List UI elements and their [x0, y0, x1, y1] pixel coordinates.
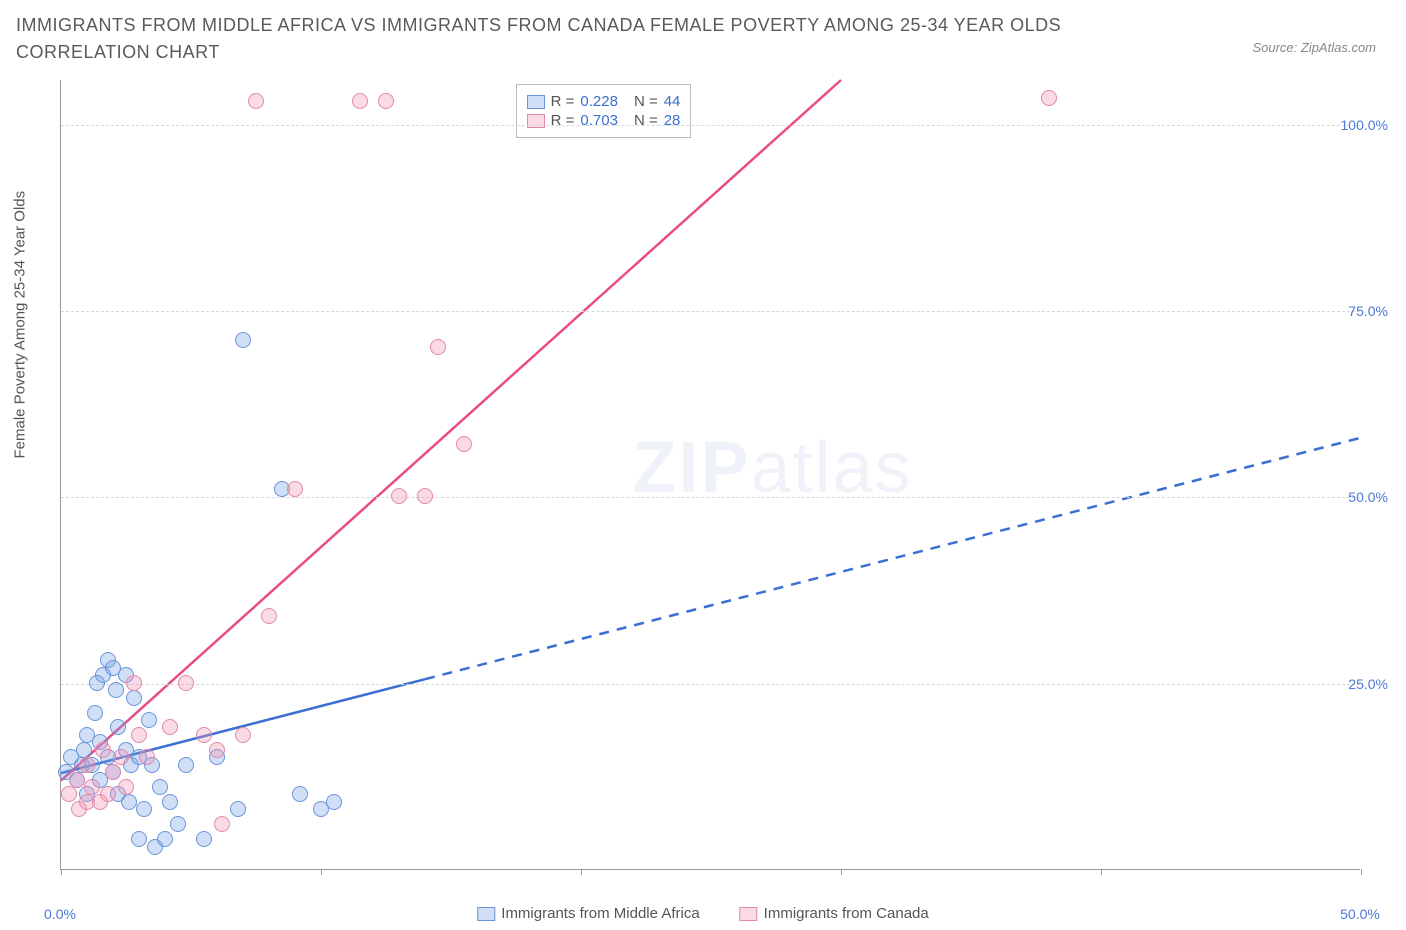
scatter-point	[108, 682, 124, 698]
x-tick	[1361, 869, 1362, 875]
legend-stats-box: R = 0.228 N = 44 R = 0.703 N = 28	[516, 84, 692, 138]
scatter-point	[196, 831, 212, 847]
scatter-point	[326, 794, 342, 810]
scatter-point	[261, 608, 277, 624]
x-tick	[841, 869, 842, 875]
legend-bottom-label: Immigrants from Canada	[764, 905, 929, 922]
scatter-point	[131, 831, 147, 847]
legend-n-value: 44	[664, 93, 681, 110]
y-axis-label: Female Poverty Among 25-34 Year Olds	[12, 191, 29, 459]
legend-bottom: Immigrants from Middle Africa Immigrants …	[477, 905, 928, 922]
gridline-horizontal	[61, 497, 1360, 498]
trend-line	[61, 80, 841, 781]
scatter-point	[287, 481, 303, 497]
scatter-point	[170, 816, 186, 832]
scatter-point	[235, 332, 251, 348]
scatter-point	[352, 93, 368, 109]
scatter-point	[230, 801, 246, 817]
scatter-point	[430, 339, 446, 355]
scatter-point	[95, 742, 111, 758]
x-tick-label: 50.0%	[1340, 906, 1380, 922]
y-tick-label: 25.0%	[1348, 676, 1388, 692]
scatter-point	[113, 749, 129, 765]
scatter-point	[162, 719, 178, 735]
legend-r-value: 0.703	[580, 112, 618, 129]
scatter-point	[79, 757, 95, 773]
scatter-point	[105, 764, 121, 780]
gridline-horizontal	[61, 125, 1360, 126]
legend-swatch	[740, 907, 758, 921]
scatter-point	[209, 742, 225, 758]
y-tick-label: 100.0%	[1341, 117, 1388, 133]
scatter-point	[84, 779, 100, 795]
scatter-point	[456, 436, 472, 452]
y-tick-label: 50.0%	[1348, 489, 1388, 505]
legend-stats-row: R = 0.703 N = 28	[527, 112, 681, 129]
legend-r-label: R =	[551, 93, 575, 110]
scatter-point	[391, 488, 407, 504]
legend-r-value: 0.228	[580, 93, 618, 110]
scatter-point	[248, 93, 264, 109]
scatter-point	[378, 93, 394, 109]
y-tick-label: 75.0%	[1348, 303, 1388, 319]
scatter-point	[178, 757, 194, 773]
scatter-point	[139, 749, 155, 765]
legend-bottom-label: Immigrants from Middle Africa	[501, 905, 699, 922]
legend-stats-row: R = 0.228 N = 44	[527, 93, 681, 110]
legend-swatch	[477, 907, 495, 921]
trend-lines-layer	[61, 80, 1360, 869]
scatter-point	[118, 779, 134, 795]
scatter-point	[136, 801, 152, 817]
legend-n-value: 28	[664, 112, 681, 129]
x-tick	[321, 869, 322, 875]
scatter-point	[178, 675, 194, 691]
legend-swatch	[527, 95, 545, 109]
scatter-point	[110, 719, 126, 735]
scatter-point	[235, 727, 251, 743]
scatter-point	[76, 742, 92, 758]
x-tick	[1101, 869, 1102, 875]
scatter-point	[100, 786, 116, 802]
scatter-point	[61, 786, 77, 802]
x-tick	[581, 869, 582, 875]
x-tick	[61, 869, 62, 875]
scatter-point	[121, 794, 137, 810]
scatter-point	[214, 816, 230, 832]
gridline-horizontal	[61, 311, 1360, 312]
legend-bottom-item: Immigrants from Canada	[740, 905, 929, 922]
scatter-point	[1041, 90, 1057, 106]
legend-r-label: R =	[551, 112, 575, 129]
plot-area: ZIPatlas R = 0.228N = 44R = 0.703N = 28	[60, 80, 1360, 870]
scatter-point	[131, 727, 147, 743]
scatter-point	[87, 705, 103, 721]
scatter-point	[152, 779, 168, 795]
x-tick-label: 0.0%	[44, 906, 76, 922]
trend-line-dashed	[425, 438, 1361, 679]
scatter-point	[162, 794, 178, 810]
legend-bottom-item: Immigrants from Middle Africa	[477, 905, 699, 922]
scatter-point	[126, 675, 142, 691]
scatter-point	[292, 786, 308, 802]
scatter-point	[69, 772, 85, 788]
scatter-point	[141, 712, 157, 728]
legend-n-label: N =	[634, 93, 658, 110]
scatter-point	[196, 727, 212, 743]
scatter-point	[417, 488, 433, 504]
legend-n-label: N =	[634, 112, 658, 129]
source-label: Source: ZipAtlas.com	[1252, 40, 1376, 55]
chart-title: IMMIGRANTS FROM MIDDLE AFRICA VS IMMIGRA…	[16, 12, 1116, 66]
scatter-point	[157, 831, 173, 847]
gridline-horizontal	[61, 684, 1360, 685]
scatter-point	[126, 690, 142, 706]
